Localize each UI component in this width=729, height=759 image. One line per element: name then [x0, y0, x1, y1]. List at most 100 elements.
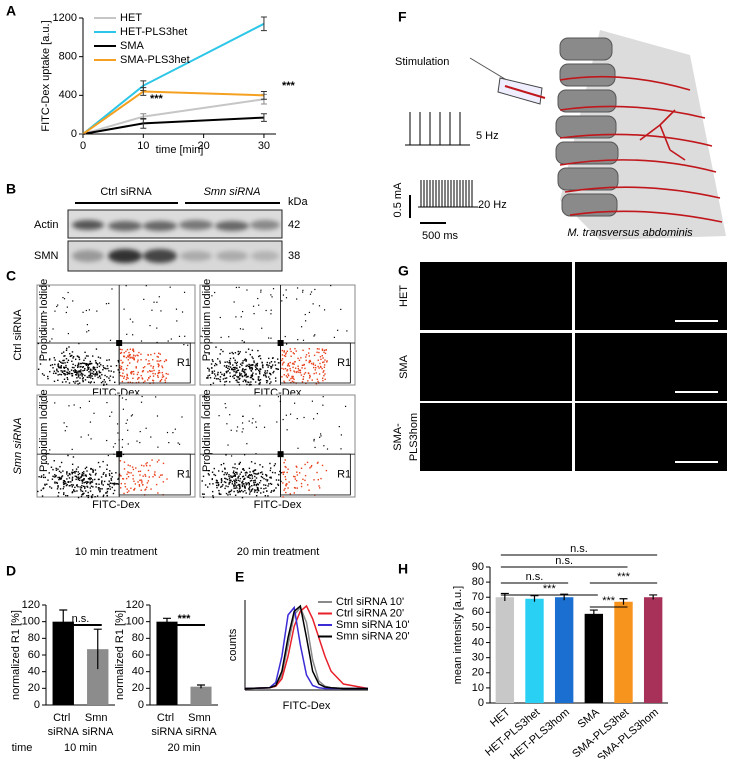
flow-dot — [323, 309, 326, 311]
flow-dot — [67, 369, 69, 371]
flow-dot — [283, 461, 285, 464]
flow-dot — [256, 483, 259, 485]
btx-signal — [586, 417, 708, 462]
flow-dot — [315, 372, 317, 374]
flow-dot — [57, 370, 59, 373]
flow-dot — [70, 484, 73, 486]
flow-dot — [82, 365, 85, 368]
flow-dot — [283, 380, 285, 383]
flow-dot — [97, 376, 99, 379]
flow-dot — [102, 369, 104, 371]
flow-dot — [241, 475, 244, 478]
flow-dot — [73, 371, 76, 373]
flow-dot — [216, 373, 219, 376]
flow-dot — [225, 492, 228, 495]
flow-dot — [128, 354, 130, 356]
flow-dot — [203, 435, 205, 437]
flow-dot — [233, 470, 235, 472]
flow-dot — [63, 372, 65, 375]
flow-dot — [140, 359, 142, 361]
flow-dot — [52, 468, 54, 471]
flow-dot — [287, 374, 290, 377]
flow-dot — [100, 364, 102, 366]
flow-dot — [265, 487, 267, 489]
flow-dot — [153, 369, 155, 372]
flow-dot — [265, 309, 267, 312]
flow-dot — [237, 484, 239, 486]
y-tick-label: 20 — [472, 667, 484, 679]
flow-x-label: FITC-Dex — [254, 499, 302, 511]
flow-dot — [117, 369, 119, 371]
flow-dot — [126, 491, 129, 494]
nerve — [569, 210, 723, 223]
flow-dot — [210, 383, 212, 386]
flow-dot — [90, 362, 93, 365]
flow-dot — [269, 462, 271, 465]
flow-dot — [95, 362, 98, 364]
flow-dot — [218, 470, 220, 472]
flow-dot — [258, 369, 260, 372]
flow-dot — [136, 378, 139, 380]
flow-dot — [234, 487, 237, 489]
flow-dot — [232, 466, 234, 469]
flow-dot — [172, 432, 174, 434]
flow-dot — [65, 357, 68, 360]
flow-dot — [119, 367, 121, 369]
flow-dot — [81, 473, 83, 476]
flow-dot — [92, 373, 95, 375]
flow-dot — [123, 468, 126, 470]
flow-dot — [250, 374, 253, 377]
flow-dot — [126, 473, 128, 475]
flow-dot — [246, 483, 248, 485]
flow-dot — [261, 364, 264, 366]
flow-dot — [269, 362, 271, 364]
flow-dot — [228, 365, 230, 368]
flow-dot — [158, 296, 160, 298]
flow-dot — [235, 481, 238, 484]
flow-dot — [247, 365, 250, 368]
significance-label: n.s. — [570, 543, 588, 555]
flow-dot — [208, 474, 210, 476]
flow-dot — [47, 375, 49, 378]
flow-dot — [61, 476, 63, 478]
flow-dot — [230, 429, 232, 431]
flow-dot — [68, 371, 71, 373]
flow-dot — [79, 371, 81, 373]
flow-dot — [82, 379, 84, 382]
flow-dot — [77, 471, 79, 473]
flow-dot — [255, 477, 258, 479]
flow-dot — [243, 485, 246, 487]
flow-dot — [238, 488, 241, 490]
flow-dot — [127, 381, 129, 384]
flow-dot — [54, 482, 56, 484]
error-bar — [163, 617, 171, 625]
flow-plot — [36, 284, 196, 386]
flow-dot — [147, 469, 150, 472]
flow-dot — [59, 367, 61, 369]
flow-dot — [268, 364, 270, 367]
flow-dot — [258, 482, 261, 484]
flow-dot — [108, 377, 110, 379]
flow-dot — [268, 357, 270, 360]
flow-dot — [88, 366, 90, 369]
flow-dot — [87, 368, 89, 370]
flow-dot — [236, 468, 238, 470]
flow-dot — [88, 363, 90, 365]
flow-dot — [57, 374, 59, 376]
flow-dot — [275, 367, 277, 370]
flow-dot — [225, 407, 227, 409]
flow-dot — [302, 339, 305, 341]
flow-dot — [284, 335, 286, 338]
flow-dot — [158, 369, 160, 372]
flow-dot — [72, 355, 75, 358]
flow-dot — [60, 365, 63, 367]
flow-dot — [109, 415, 111, 417]
flow-dot — [248, 482, 250, 484]
flow-dot — [84, 467, 87, 470]
flow-dot — [121, 380, 124, 383]
band — [143, 221, 177, 231]
flow-dot — [296, 474, 299, 476]
gate-label: R1 — [177, 357, 191, 369]
flow-dot — [87, 494, 90, 497]
flow-dot — [316, 462, 319, 464]
